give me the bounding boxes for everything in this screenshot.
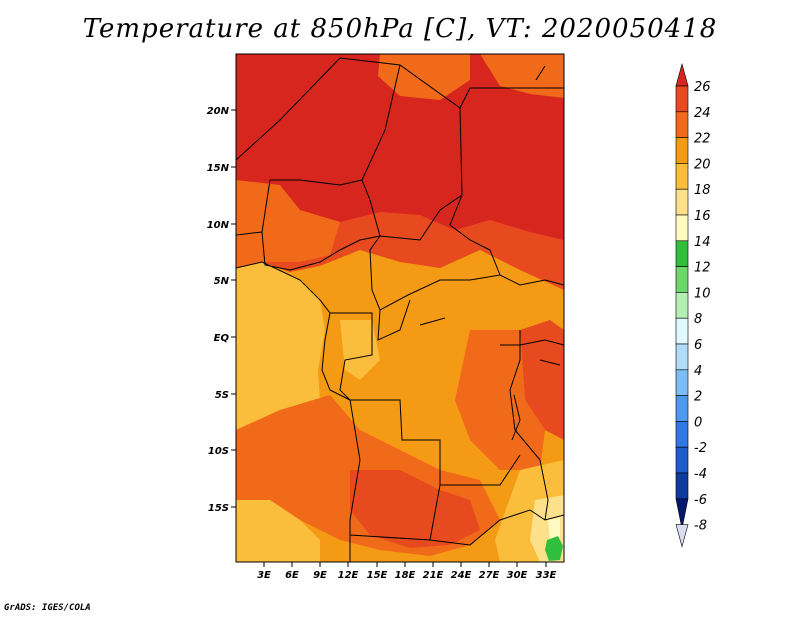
border-line-3 (379, 107, 463, 241)
field-lightorange-coast (236, 262, 325, 430)
lat-label: 20N (207, 106, 230, 117)
colorbar-label: 22 (694, 132, 711, 147)
lat-label: 5N (214, 276, 230, 287)
border-line-17 (539, 359, 561, 366)
colorbar-label: 16 (694, 209, 711, 224)
colorbar-label: 10 (694, 286, 711, 301)
colorbar-label: 18 (694, 183, 711, 198)
lon-label: 33E (536, 570, 557, 581)
colorbar-swatch (675, 266, 689, 293)
map-frame (235, 53, 565, 563)
colorbar-label: -8 (694, 519, 707, 534)
colorbar-swatch (675, 421, 689, 448)
lon-label: 15E (367, 570, 388, 581)
colorbar-label: 2 (694, 390, 702, 405)
colorbar-label: 26 (694, 80, 711, 95)
colorbar-swatch (675, 498, 689, 529)
colorbar-label: 14 (694, 235, 711, 250)
colorbar-swatch (675, 214, 689, 242)
lat-label: 10N (207, 220, 230, 231)
field-darkred-north (236, 54, 564, 240)
colorbar-swatch (675, 343, 689, 371)
colorbar-label: 8 (694, 312, 702, 327)
colorbar-label: 12 (694, 261, 711, 276)
map-title: Temperature at 850hPa [C], VT: 202005041… (82, 14, 718, 44)
border-line-10 (377, 299, 411, 341)
lon-label: 6E (285, 570, 299, 581)
field-paleyellow-se (548, 518, 560, 540)
field-green-spot (545, 536, 563, 561)
field-orange-west (236, 180, 340, 268)
colorbar-swatch (675, 163, 689, 190)
lat-label: 10S (208, 446, 229, 457)
border-line-13 (349, 399, 361, 562)
field-lightorange-sw (236, 500, 320, 562)
border-line-20 (419, 317, 446, 326)
field-red-east (520, 320, 564, 440)
colorbar-swatch (675, 472, 689, 500)
colorbar-swatch (675, 240, 689, 267)
border-line-15 (429, 509, 564, 546)
colorbar-label: -6 (694, 493, 707, 508)
country-borders (236, 57, 564, 562)
lon-label: 27E (479, 570, 500, 581)
colorbar-swatch (675, 85, 689, 113)
border-line-7 (369, 235, 564, 311)
lat-label: 5S (215, 390, 229, 401)
border-line-21 (511, 394, 521, 441)
lon-label: 30E (507, 570, 528, 581)
colorbar-label: 4 (694, 364, 702, 379)
lat-label: 15N (207, 163, 230, 174)
colorbar-label: -4 (694, 467, 707, 482)
grads-credit: GrADS: IGES/COLA (4, 603, 91, 613)
colorbar-label: 24 (694, 106, 711, 121)
border-line-6 (261, 231, 381, 271)
colorbar-swatch (675, 369, 689, 396)
colorbar-label: -2 (694, 441, 707, 456)
colorbar-label: 20 (694, 157, 711, 172)
colorbar-swatch (675, 188, 689, 216)
colorbar-swatch (675, 292, 689, 319)
lon-label: 18E (395, 570, 416, 581)
colorbar-swatch (675, 62, 689, 87)
colorbar-swatch (675, 317, 689, 345)
lon-label: 9E (313, 570, 327, 581)
border-line-11 (509, 330, 549, 521)
field-orange-east (455, 330, 545, 470)
border-line-8 (449, 194, 501, 276)
colorbar-swatch (675, 111, 689, 138)
coastline (236, 261, 351, 401)
border-line-16 (519, 339, 564, 346)
lon-ticks (263, 562, 547, 567)
lat-label: EQ (214, 333, 230, 344)
colorbar-swatch (675, 395, 689, 422)
border-line-19 (535, 65, 546, 81)
colorbar-swatch (675, 446, 689, 474)
lon-label: 12E (338, 570, 359, 581)
temperature-field (236, 54, 564, 562)
border-line-12 (440, 454, 521, 486)
colorbar-label: 0 (694, 415, 702, 430)
lat-label: 15S (208, 503, 229, 514)
field-orange-patch-ne (480, 54, 564, 98)
colorbar-label: 6 (694, 338, 702, 353)
lon-label: 24E (451, 570, 472, 581)
colorbar-swatch (675, 524, 689, 548)
border-line-9 (330, 312, 441, 485)
lon-label: 21E (423, 570, 444, 581)
border-line-1 (236, 57, 341, 161)
lon-label: 3E (257, 570, 271, 581)
lat-ticks (231, 109, 236, 508)
field-red-angola (350, 470, 480, 548)
field-lightorange-west2 (340, 320, 380, 380)
colorbar-swatch (675, 137, 689, 164)
border-line-5 (236, 179, 363, 236)
